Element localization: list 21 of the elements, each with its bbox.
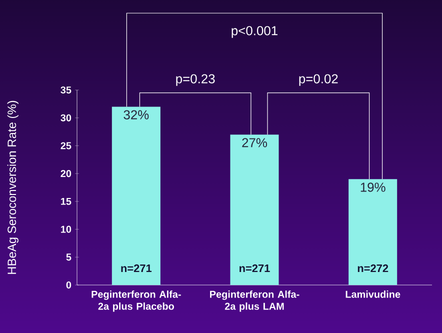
- data-label: 27%: [242, 138, 268, 148]
- y-tick-label: 25: [60, 142, 72, 150]
- text: p=0.02: [299, 74, 338, 86]
- annotation: n=272: [358, 264, 388, 272]
- x-tick-label: Peginterferon Alfa-2a plus Placebo: [92, 290, 181, 312]
- y-tick-label: 30: [60, 114, 72, 122]
- annotation: n=271: [121, 264, 152, 272]
- y-tick-label: 20: [60, 170, 72, 178]
- x-tick-label: Peginterferon Alfa-2a plus LAM: [210, 290, 300, 312]
- y-tick-label: 0: [66, 281, 72, 289]
- annotation: n=271: [240, 264, 270, 272]
- y-tick-label: 5: [66, 254, 72, 261]
- y-tick-label: 10: [61, 226, 72, 233]
- text: p<0.001: [232, 26, 278, 38]
- x-tick-label: Lamivudine: [346, 290, 400, 298]
- y-tick-label: 15: [61, 198, 72, 205]
- y-axis-title: HBeAg Seroconversion Rate (%): [7, 100, 18, 274]
- data-label: 32%: [124, 110, 149, 120]
- data-label: 19%: [360, 182, 386, 192]
- y-tick-label: 35: [60, 86, 72, 94]
- text: p=0.23: [176, 74, 215, 86]
